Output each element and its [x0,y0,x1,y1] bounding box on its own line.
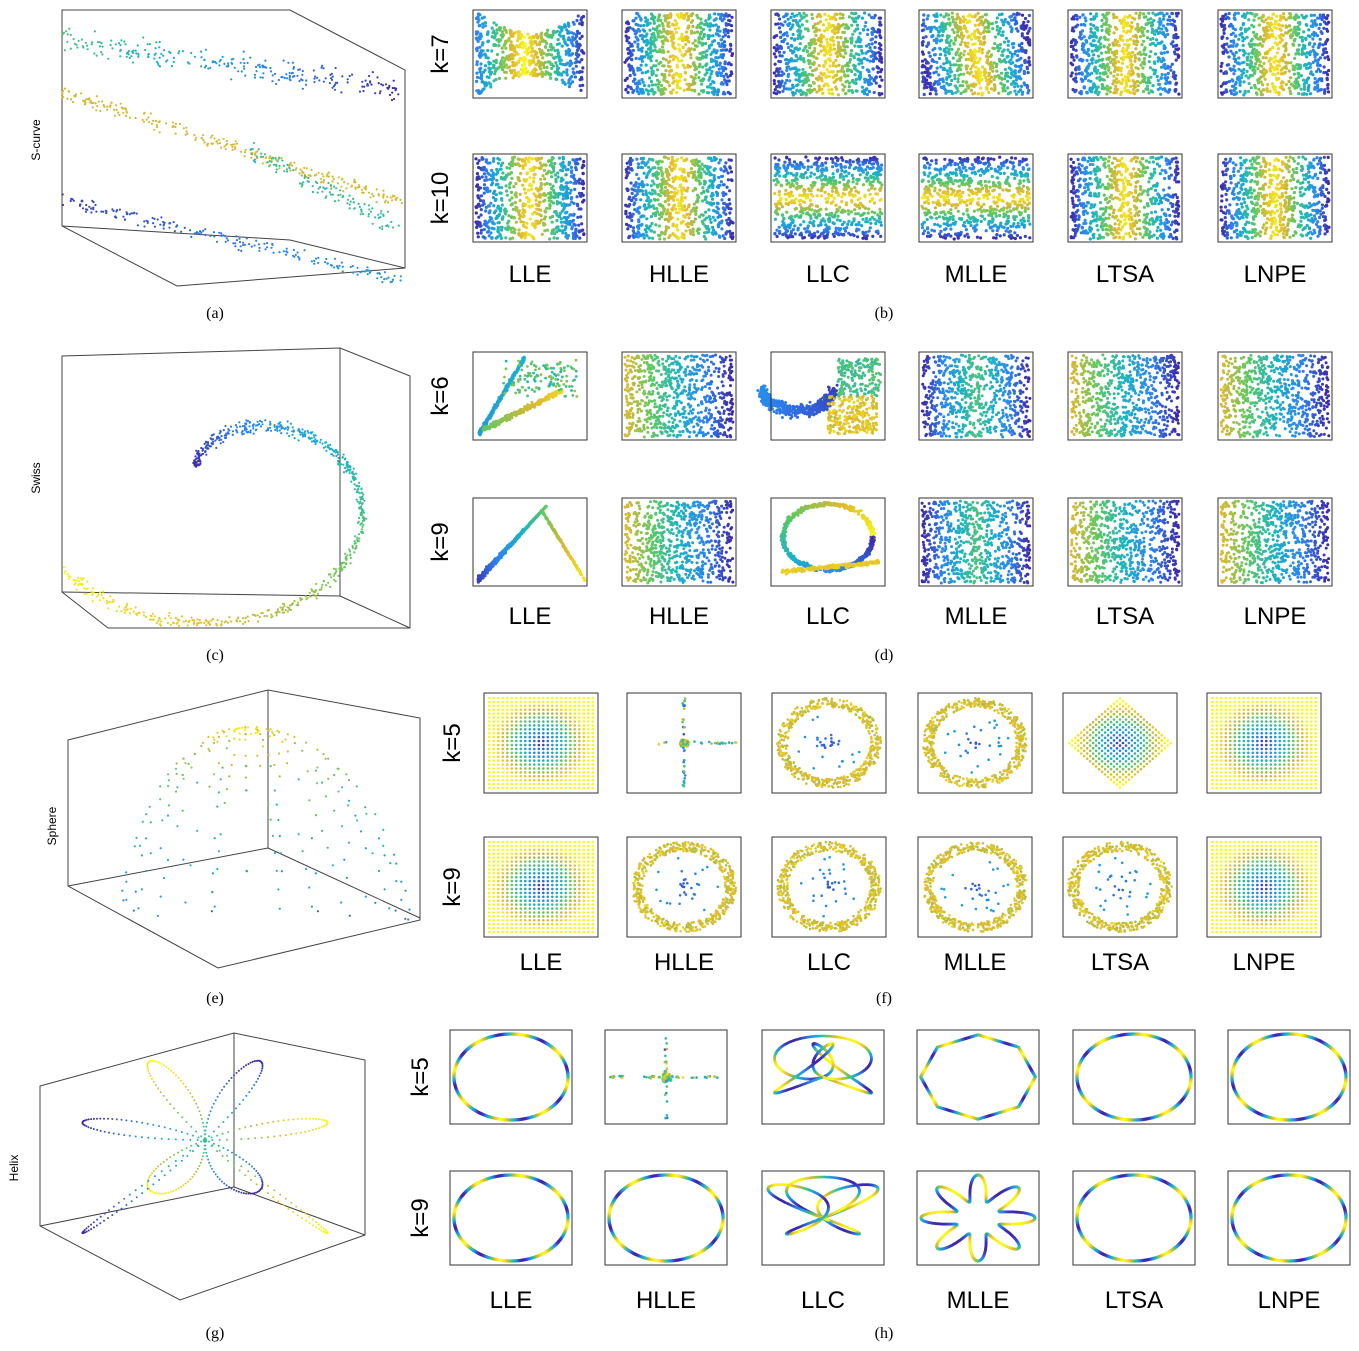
sphere-3d-point-cloud [121,726,410,921]
helix-embedding-hlle-k9 [605,1171,727,1265]
scurve-method-label-mlle: MLLE [945,261,1008,288]
scurve-embedding-llc-k10 [771,154,885,242]
sphere-dataset-label: Sphere [45,806,59,845]
swiss-grid-panel-label: (d) [875,647,894,664]
swiss-method-label-ltsa: LTSA [1096,603,1154,630]
sphere-method-label-hlle: HLLE [654,949,714,976]
sphere-grid-panel-label: (f) [876,990,892,1007]
sphere-method-label-lle: LLE [520,949,563,976]
swiss-k-label: k=9 [427,522,454,561]
helix-embedding-lle-k9 [450,1171,572,1265]
swiss-method-label-llc: LLC [806,603,850,630]
helix-embedding-llc-k5 [762,1030,884,1124]
sphere-method-label-lnpe: LNPE [1233,949,1296,976]
scurve-method-label-ltsa: LTSA [1096,261,1154,288]
scurve-grid-panel-label: (b) [875,305,894,322]
scurve-dataset-label: S-curve [29,119,43,161]
sphere-3d-axes-box [68,690,420,968]
sphere-method-label-llc: LLC [807,949,851,976]
sphere-k-label: k=9 [439,867,466,906]
sphere-embedding-mlle-k5 [918,693,1032,793]
sphere-embedding-mlle-k9 [918,837,1032,937]
scurve-embedding-lle-k10 [473,154,587,242]
swiss-method-label-mlle: MLLE [945,603,1008,630]
helix-embedding-mlle-k5 [917,1030,1039,1124]
helix-embedding-ltsa-k5 [1073,1030,1195,1124]
scurve-method-label-llc: LLC [806,261,850,288]
swiss-embedding-ltsa-k6 [1068,352,1182,440]
sphere-embedding-hlle-k5 [627,693,741,793]
helix-embedding-ltsa-k9 [1073,1171,1195,1265]
swiss-k-label: k=6 [427,376,454,415]
helix-embedding-hlle-k5 [605,1030,727,1124]
sphere-embedding-llc-k9 [772,837,886,937]
helix-method-label-lnpe: LNPE [1258,1287,1321,1314]
helix-method-label-llc: LLC [801,1287,845,1314]
swiss-embedding-lnpe-k9 [1218,498,1332,586]
scurve-embedding-lnpe-k10 [1218,154,1332,242]
swiss-method-label-lnpe: LNPE [1244,603,1307,630]
swiss-embedding-lle-k6 [473,352,587,440]
helix-method-label-hlle: HLLE [636,1287,696,1314]
swiss-embedding-llc-k6 [756,352,885,440]
sphere-embedding-lle-k5 [484,693,598,793]
scurve-3d-point-cloud [61,28,403,284]
swiss-method-label-lle: LLE [509,603,552,630]
swiss-embedding-hlle-k6 [622,352,736,440]
scurve-method-label-lnpe: LNPE [1244,261,1307,288]
swiss-dataset-label: Swiss [29,462,43,493]
helix-3d-axes-box [40,1033,365,1300]
helix-embedding-lnpe-k9 [1228,1171,1350,1265]
sphere-embedding-ltsa-k9 [1063,837,1177,937]
sphere-3d-panel-label: (e) [206,990,224,1007]
swiss-embedding-lnpe-k6 [1218,352,1332,440]
helix-method-label-mlle: MLLE [947,1287,1010,1314]
helix-embedding-lnpe-k5 [1228,1030,1350,1124]
swiss-method-label-hlle: HLLE [649,603,709,630]
helix-grid-panel-label: (h) [875,1325,894,1342]
scurve-k-label: k=10 [427,172,454,225]
scurve-embedding-lnpe-k7 [1218,10,1332,98]
swiss-embedding-mlle-k9 [919,498,1033,586]
scurve-embedding-mlle-k7 [919,10,1033,98]
scurve-embedding-hlle-k7 [622,10,736,98]
helix-k-label: k=9 [407,1198,434,1237]
sphere-k-label: k=5 [439,723,466,762]
swiss-embedding-lle-k9 [473,498,587,586]
sphere-embedding-hlle-k9 [627,837,741,937]
helix-method-label-lle: LLE [490,1287,533,1314]
sphere-embedding-llc-k5 [772,693,886,793]
scurve-embedding-hlle-k10 [622,154,736,242]
swiss-embedding-hlle-k9 [622,498,736,586]
swiss-embedding-ltsa-k9 [1068,498,1182,586]
helix-embedding-llc-k9 [762,1171,884,1265]
scurve-embedding-lle-k7 [473,10,587,98]
sphere-embedding-lnpe-k5 [1207,693,1321,793]
scurve-embedding-ltsa-k7 [1068,10,1182,98]
helix-3d-panel-label: (g) [206,1325,225,1342]
sphere-embedding-lnpe-k9 [1207,837,1321,937]
sphere-method-label-ltsa: LTSA [1091,949,1149,976]
scurve-embedding-ltsa-k10 [1068,154,1182,242]
helix-embedding-lle-k5 [450,1030,572,1124]
swiss-embedding-llc-k9 [771,498,885,586]
scurve-embedding-llc-k7 [771,10,885,98]
sphere-embedding-ltsa-k5 [1063,693,1177,793]
scurve-k-label: k=7 [427,34,454,73]
scurve-method-label-hlle: HLLE [649,261,709,288]
sphere-embedding-lle-k9 [484,837,598,937]
swiss-embedding-mlle-k6 [919,352,1033,440]
scurve-3d-axes-box [62,10,405,286]
helix-k-label: k=5 [407,1057,434,1096]
scurve-method-label-lle: LLE [509,261,552,288]
sphere-method-label-mlle: MLLE [944,949,1007,976]
helix-method-label-ltsa: LTSA [1105,1287,1163,1314]
scurve-embedding-mlle-k10 [919,154,1033,242]
swiss-3d-panel-label: (c) [206,647,224,664]
helix-dataset-label: Helix [7,1155,21,1182]
scurve-3d-panel-label: (a) [206,305,224,322]
helix-embedding-mlle-k9 [917,1171,1039,1265]
